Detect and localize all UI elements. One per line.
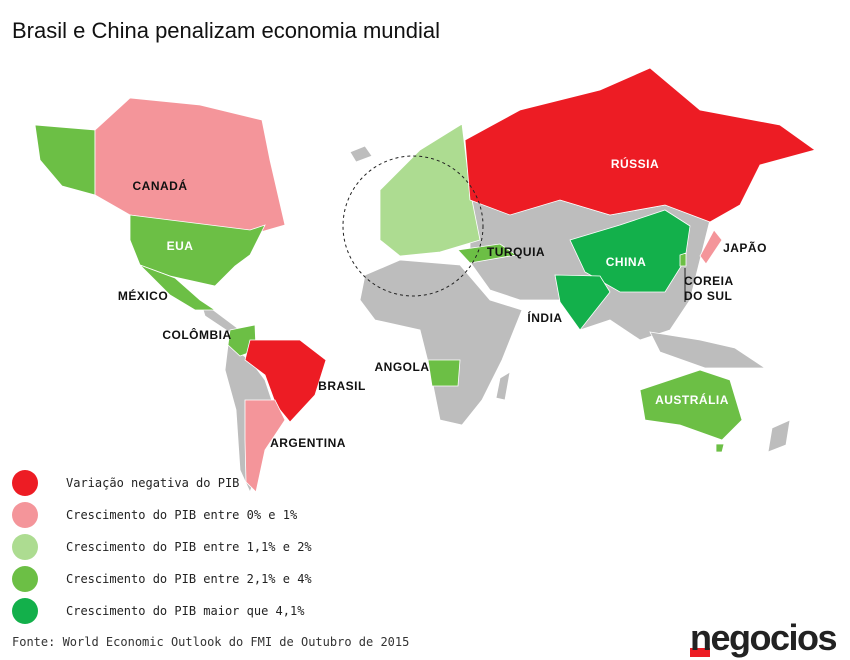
south-korea [679,252,687,267]
country-label: RÚSSIA [611,156,659,171]
europe [379,123,481,257]
legend-label: Variação negativa do PIB [66,476,239,490]
legend-swatch [12,502,38,528]
legend-swatch [12,598,38,624]
tasmania [715,443,725,453]
legend-label: Crescimento do PIB entre 1,1% e 2% [66,540,312,554]
southeast-asia [649,331,767,369]
country-label: BRASIL [318,379,366,393]
legend-label: Crescimento do PIB maior que 4,1% [66,604,305,618]
country-label: ANGOLA [375,360,430,374]
australia [639,369,743,441]
new-zealand [767,419,791,453]
legend-swatch [12,534,38,560]
brazil [244,339,327,423]
argentina [244,399,286,493]
alaska [34,124,96,196]
europe-highlight [342,155,484,297]
country-label: MÉXICO [118,288,168,303]
india [554,274,611,331]
country-label: AUSTRÁLIA [655,392,729,407]
legend-label: Crescimento do PIB entre 2,1% e 4% [66,572,312,586]
mexico [139,264,217,311]
legend-swatch [12,566,38,592]
title: Brasil e China penalizam economia mundia… [12,18,440,43]
iceland [349,145,373,163]
country-label-box: COREIA DO SUL [684,274,734,303]
source: Fonte: World Economic Outlook do FMI de … [12,635,409,649]
canada [94,97,286,236]
logo: negocios [690,617,837,658]
country-label: TURQUIA [487,245,545,259]
country-label: COLÔMBIA [162,327,231,342]
russia [464,67,816,223]
usa [129,214,266,287]
country-label: COREIA DO SUL [684,274,734,303]
legend-swatch [12,470,38,496]
country-label: JAPÃO [723,240,767,255]
country-label: ARGENTINA [270,436,346,450]
legend: Variação negativa do PIB Crescimento do P… [12,470,312,624]
logo-accent [690,648,710,657]
country-label: CANADÁ [133,178,188,193]
turkey [457,243,518,264]
angola [427,359,461,387]
japan [699,229,723,265]
legend-label: Crescimento do PIB entre 0% e 1% [66,508,298,522]
africa [359,259,523,426]
country-label: ÍNDIA [527,310,562,325]
world-map [34,67,816,494]
country-labels: RÚSSIA CANADÁ EUA MÉXICO COLÔMBIA BRASIL… [118,156,767,450]
country-label: EUA [167,239,194,253]
madagascar [495,371,511,401]
country-label: CHINA [606,255,647,269]
